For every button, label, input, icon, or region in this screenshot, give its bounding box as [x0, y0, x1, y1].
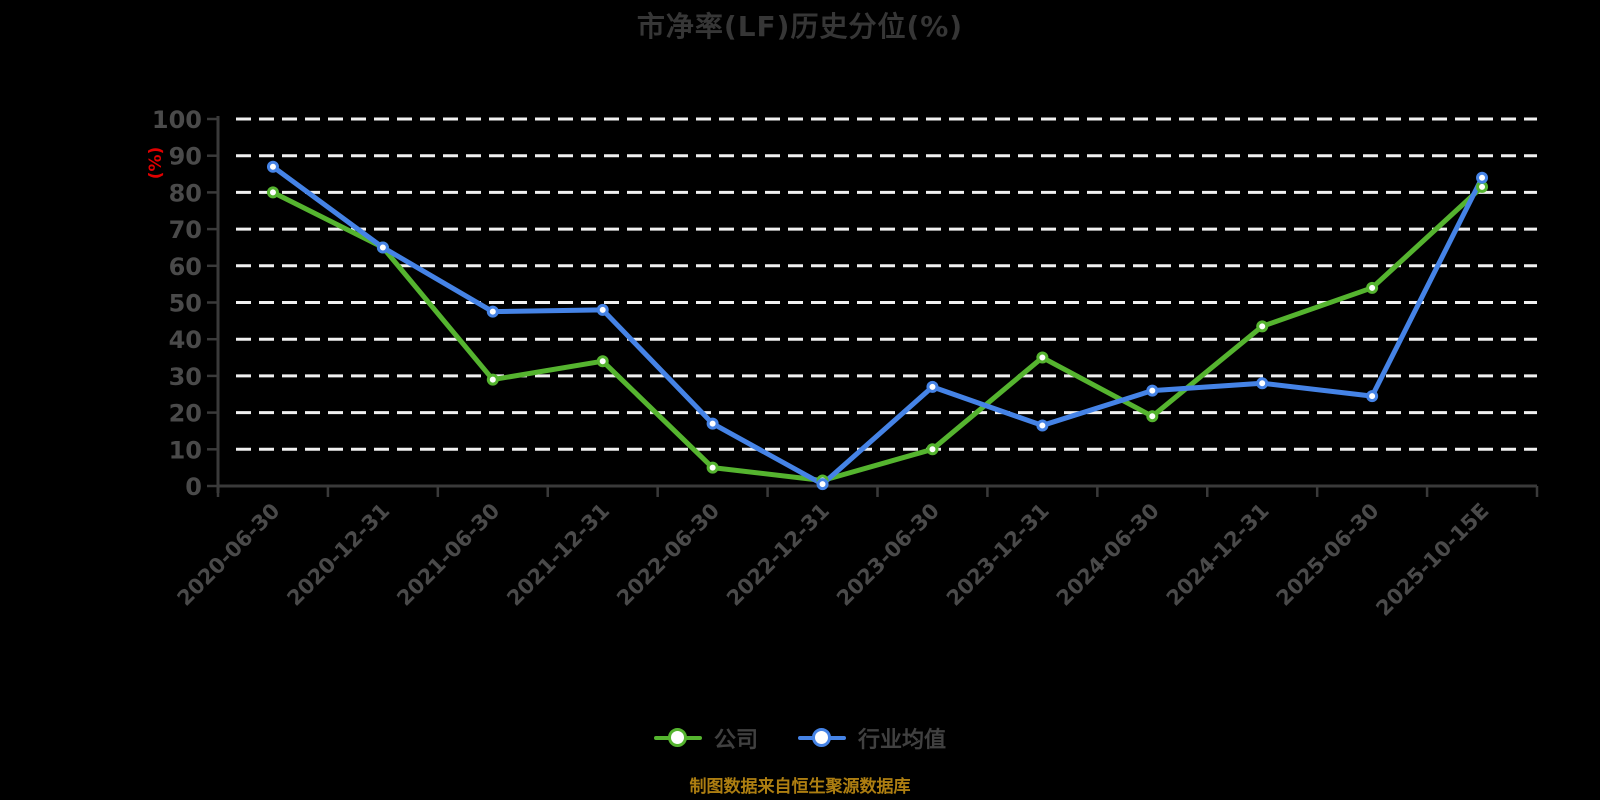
x-tick-label: 2022-06-30 — [612, 499, 724, 611]
series-line-0 — [270, 184, 1485, 483]
data-point-0-6 — [926, 443, 939, 456]
data-point-1-7 — [1036, 419, 1049, 432]
legend-circle-icon — [667, 728, 687, 747]
x-tick-label: 2024-06-30 — [1052, 499, 1164, 611]
data-point-0-9 — [1256, 320, 1269, 333]
x-tick-label: 2023-06-30 — [832, 499, 944, 611]
data-point-1-3 — [596, 303, 609, 316]
data-point-1-4 — [706, 417, 719, 430]
y-tick-label: 80 — [169, 179, 202, 207]
data-point-0-0 — [266, 186, 279, 199]
y-tick-label: 0 — [185, 473, 202, 501]
legend-item-industry-average: 行业均值 — [798, 722, 946, 754]
legend-label-company: 公司 — [713, 728, 758, 753]
data-point-1-5 — [816, 478, 829, 491]
data-point-1-0 — [266, 160, 279, 173]
legend: 公司 行业均值 — [0, 722, 1600, 754]
x-tick-label: 2021-06-30 — [392, 499, 504, 611]
x-tick-label: 2025-10-15E — [1371, 499, 1493, 621]
data-point-0-7 — [1036, 351, 1049, 364]
y-tick-label: 40 — [169, 326, 202, 354]
y-tick-label: 30 — [169, 363, 202, 391]
x-tick-label: 2025-06-30 — [1272, 499, 1384, 611]
data-point-1-8 — [1146, 384, 1159, 397]
industry-series-marker-icon — [798, 726, 846, 750]
data-source-note: 制图数据来自恒生聚源数据库 — [689, 777, 911, 797]
y-tick-label: 10 — [169, 436, 202, 464]
y-tick-label: 100 — [152, 106, 202, 134]
y-tick-label: 70 — [169, 216, 202, 244]
data-point-0-11 — [1476, 180, 1489, 193]
y-tick-label: 60 — [169, 253, 202, 281]
data-point-0-10 — [1366, 281, 1379, 294]
x-tick-label: 2021-12-31 — [502, 499, 614, 611]
legend-circle-icon — [812, 728, 831, 747]
series-line-1 — [270, 164, 1485, 487]
data-point-0-4 — [706, 461, 719, 474]
data-point-0-2 — [486, 373, 499, 386]
y-tick-label: 90 — [169, 143, 202, 171]
legend-label-industry-average: 行业均值 — [858, 728, 947, 753]
x-tick-label: 2024-12-31 — [1162, 499, 1274, 611]
x-tick-label: 2020-06-30 — [173, 499, 285, 611]
data-point-0-8 — [1146, 410, 1159, 423]
chart-title: 市净率(LF)历史分位(%) — [636, 10, 964, 43]
data-point-1-11 — [1476, 171, 1489, 184]
company-series-marker-icon — [653, 726, 702, 750]
legend-item-company: 公司 — [653, 722, 758, 754]
x-tick-label: 2023-12-31 — [942, 499, 1054, 611]
data-point-1-6 — [926, 380, 939, 393]
x-tick-label: 2020-12-31 — [282, 499, 394, 611]
data-point-1-1 — [376, 241, 389, 254]
data-point-1-9 — [1256, 377, 1269, 390]
x-tick-label: 2022-12-31 — [722, 499, 834, 611]
data-point-1-2 — [486, 305, 499, 318]
data-point-1-10 — [1366, 390, 1379, 403]
y-tick-label: 20 — [169, 400, 202, 428]
data-point-0-3 — [596, 355, 609, 368]
y-tick-label: 50 — [169, 290, 202, 318]
